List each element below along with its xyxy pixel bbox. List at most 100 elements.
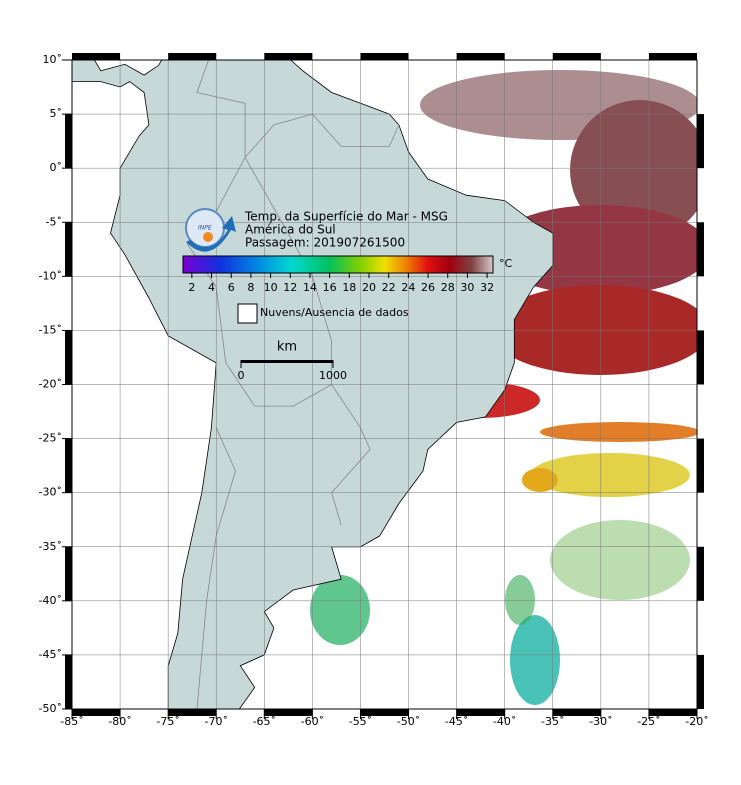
colorbar-tick-label: 22	[382, 281, 396, 294]
colorbar-tick-label: 8	[247, 281, 254, 294]
colorbar-tick-label: 26	[421, 281, 435, 294]
frame-bar	[456, 709, 505, 716]
lat-tick-label: -45˚	[39, 648, 62, 661]
colorbar-unit: °C	[499, 257, 513, 270]
frame-bar	[65, 654, 72, 709]
sst-patch	[522, 468, 558, 492]
frame-bar	[72, 709, 121, 716]
legend-panel: INPE Temp. da Superfície do Mar - MSG Am…	[182, 208, 513, 382]
lat-tick-label: -10˚	[39, 269, 62, 282]
lon-tick-label: -55˚	[349, 715, 372, 728]
frame-bar	[264, 709, 313, 716]
map-area	[72, 60, 697, 709]
colorbar-tick-label: 6	[228, 281, 235, 294]
lat-tick-label: -5˚	[46, 215, 62, 228]
title-line: Temp. da Superfície do Mar - MSG	[244, 210, 448, 224]
sst-patch	[550, 520, 690, 600]
lon-tick-label: -35˚	[541, 715, 564, 728]
scale-label: 1000	[319, 369, 347, 382]
frame-bar	[360, 53, 409, 60]
lon-tick-label: -45˚	[445, 715, 468, 728]
scale-bar: 0 1000	[238, 360, 347, 382]
colorbar-tick-label: 12	[283, 281, 297, 294]
colorbar-tick-label: 32	[480, 281, 494, 294]
colorbar-tick-label: 10	[264, 281, 278, 294]
scale-unit: km	[277, 340, 297, 355]
scale-line	[241, 360, 333, 363]
lat-tick-label: -40˚	[39, 594, 62, 607]
frame-bar	[456, 53, 505, 60]
lat-tick-label: -35˚	[39, 540, 62, 553]
colorbar-tick-label: 14	[303, 281, 317, 294]
frame-bar	[697, 222, 704, 277]
frame-bar	[697, 654, 704, 709]
sst-patch	[510, 615, 560, 705]
border	[312, 113, 400, 147]
lat-tick-label: 0˚	[50, 161, 63, 174]
frame-bar	[65, 222, 72, 277]
frame-bar	[360, 709, 409, 716]
colorbar-tick-label: 18	[342, 281, 356, 294]
lon-tick-label: -70˚	[204, 715, 227, 728]
logo-text: INPE	[198, 225, 212, 232]
colorbar-ticks: 2 4 6 8 10 12 14 16 18 20 22 24 26 28 30 32	[188, 273, 494, 294]
colorbar-tick-label: 2	[188, 281, 195, 294]
sst-patch	[310, 575, 370, 645]
sst-patch	[505, 575, 535, 625]
colorbar	[182, 255, 494, 274]
sst-patch	[490, 285, 697, 375]
lon-tick-label: -40˚	[493, 715, 516, 728]
lon-tick-label: -20˚	[685, 715, 708, 728]
lat-tick-label: -20˚	[39, 378, 62, 391]
colorbar-tick-label: 16	[323, 281, 337, 294]
lon-tick-label: -30˚	[589, 715, 612, 728]
axis-labels: -85˚ -80˚ -75˚ -70˚ -65˚ -60˚ -55˚ -50˚ -45˚ -40˚…	[39, 53, 709, 728]
lon-tick-label: -80˚	[108, 715, 131, 728]
title-line: América do Sul	[245, 223, 336, 237]
frame-bar	[697, 114, 704, 169]
lat-tick-label: 10˚	[43, 53, 63, 66]
frame-bar	[72, 53, 121, 60]
frame-bar	[168, 53, 217, 60]
frame-bar	[65, 438, 72, 493]
logo-sun	[203, 232, 213, 242]
lat-tick-label: -30˚	[39, 486, 62, 499]
lon-tick-label: -85˚	[60, 715, 83, 728]
colorbar-tick-label: 28	[441, 281, 455, 294]
no-data-swatch	[237, 303, 258, 324]
frame-bar	[648, 709, 697, 716]
lat-tick-label: 5˚	[50, 107, 63, 120]
border	[186, 60, 246, 363]
frame-ticks	[62, 53, 704, 719]
frame-bar	[168, 709, 217, 716]
no-data-label: Nuvens/Ausencia de dados	[260, 306, 409, 319]
frame-bar	[697, 438, 704, 493]
sst-patch	[540, 422, 697, 442]
logo-arrow	[186, 216, 236, 252]
frame-bar	[552, 53, 601, 60]
lon-tick-label: -75˚	[156, 715, 179, 728]
colorbar-tick-label: 24	[401, 281, 415, 294]
lon-tick-label: -65˚	[253, 715, 276, 728]
colorbar-tick-label: 4	[208, 281, 215, 294]
lat-tick-label: -15˚	[39, 323, 62, 336]
title-line: Passagem: 201907261500	[245, 236, 405, 250]
frame-bar	[65, 330, 72, 385]
colorbar-tick-label: 20	[362, 281, 376, 294]
lon-tick-label: -60˚	[301, 715, 324, 728]
lon-tick-label: -25˚	[637, 715, 660, 728]
graticule	[72, 60, 697, 709]
sst-patch	[530, 453, 690, 497]
lat-tick-label: -50˚	[39, 702, 62, 715]
frame-bar	[552, 709, 601, 716]
lon-tick-label: -50˚	[397, 715, 420, 728]
scale-label: 0	[238, 369, 245, 382]
frame-bar	[697, 330, 704, 385]
frame-bar	[264, 53, 313, 60]
lat-tick-label: -25˚	[39, 432, 62, 445]
frame-bar	[65, 114, 72, 169]
sst-patch	[570, 100, 697, 240]
colorbar-tick-label: 30	[460, 281, 474, 294]
frame-bar	[65, 546, 72, 601]
